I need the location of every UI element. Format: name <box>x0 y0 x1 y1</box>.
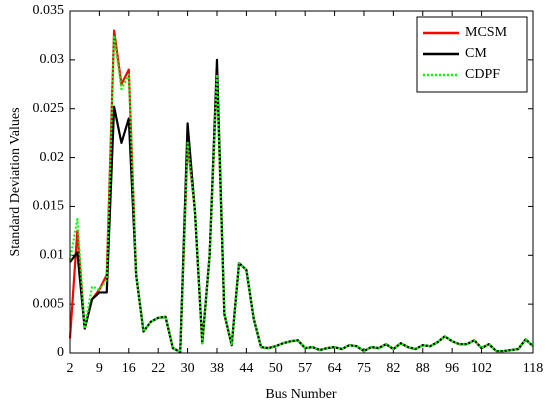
y-tick-label: 0.02 <box>40 150 65 165</box>
y-tick-label: 0.015 <box>33 199 65 214</box>
y-tick-label: 0.035 <box>33 3 65 18</box>
x-tick-label: 9 <box>96 361 103 376</box>
y-tick-label: 0.03 <box>40 52 65 67</box>
x-tick-label: 50 <box>269 361 283 376</box>
legend-label: MCSM <box>465 25 508 40</box>
legend-label: CM <box>465 46 487 61</box>
x-tick-label: 75 <box>357 361 371 376</box>
x-tick-label: 30 <box>181 361 195 376</box>
x-tick-label: 82 <box>386 361 400 376</box>
axes-box <box>69 10 534 354</box>
y-tick-label: 0.025 <box>33 101 65 116</box>
legend-label: CDPF <box>465 67 500 82</box>
x-tick-label: 88 <box>416 361 430 376</box>
y-axis-label: Standard Deviation Values <box>8 107 23 256</box>
series-line <box>68 34 534 354</box>
x-tick-label: 64 <box>328 361 342 376</box>
x-tick-label: 22 <box>151 361 165 376</box>
x-tick-label: 38 <box>210 361 224 376</box>
x-tick-label: 102 <box>471 361 492 376</box>
x-tick-label: 118 <box>523 361 543 376</box>
x-axis-label: Bus Number <box>265 387 337 402</box>
x-tick-label: 16 <box>122 361 136 376</box>
y-tick-label: 0 <box>57 345 64 360</box>
y-tick-label: 0.005 <box>33 296 65 311</box>
x-tick-label: 44 <box>239 361 253 376</box>
x-tick-label: 57 <box>298 361 312 376</box>
x-tick-label: 2 <box>67 361 74 376</box>
x-tick-label: 96 <box>445 361 459 376</box>
y-tick-label: 0.01 <box>40 248 65 263</box>
